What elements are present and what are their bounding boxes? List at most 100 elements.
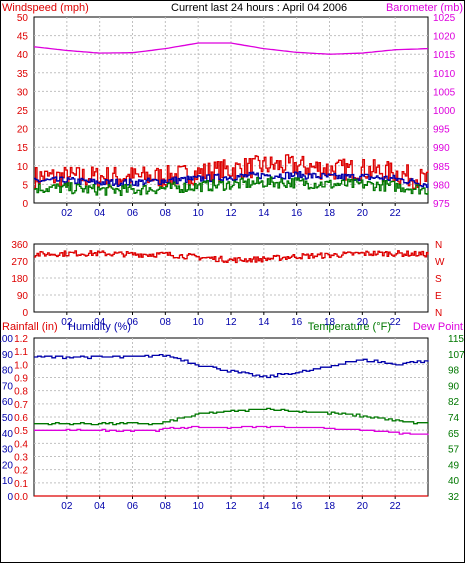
humidity-panel-rainfall-tick-label: 0.9 — [14, 374, 28, 385]
humidity-panel-x-tick-label: 16 — [291, 501, 303, 512]
humidity-panel-x-tick-label: 02 — [61, 501, 73, 512]
humidity-panel-rainfall-tick-label: 0.7 — [14, 400, 28, 411]
wind-panel-windspeed-tick-label: 40 — [17, 50, 29, 61]
humidity-panel-temperature-tick-label: 98 — [448, 366, 460, 377]
humidity-panel-humidity-tick-label: 50 — [2, 413, 14, 424]
humidity-panel-temperature-tick-label: 82 — [448, 397, 460, 408]
humidity-panel-rainfall-tick-label: 0.3 — [14, 453, 28, 464]
direction-panel-direction-compass-tick-label: S — [435, 274, 442, 285]
humidity-panel-humidity-tick-label: 30 — [2, 445, 14, 456]
humidity-panel-rainfall-tick-label: 0.0 — [14, 492, 28, 503]
direction-panel-x-tick-label: 12 — [225, 317, 237, 328]
humidity-panel-temperature-tick-label: 57 — [448, 445, 460, 456]
wind-panel-x-tick-label: 16 — [291, 208, 303, 219]
wind-panel-windspeed-tick-label: 30 — [17, 87, 29, 98]
chart-title: Current last 24 hours : April 04 2006 — [171, 2, 347, 14]
direction-panel-direction-compass-tick-label: N — [435, 308, 442, 319]
wind-panel-windspeed-tick-label: 35 — [17, 69, 29, 80]
humidity-panel-rainfall-tick-label: 0.1 — [14, 479, 28, 490]
humidity-panel-x-tick-label: 22 — [390, 501, 402, 512]
humidity-panel-humidity-tick-label: 40 — [2, 429, 14, 440]
wind-panel-barometer-tick-label: 1020 — [433, 32, 456, 43]
wind-panel-barometer-tick-label: 990 — [433, 143, 450, 154]
direction-panel-x-tick-label: 10 — [193, 317, 205, 328]
dewpoint-axis-title: Dew Point — [413, 321, 463, 333]
humidity-panel-humidity-tick-label: 10 — [2, 476, 14, 487]
humidity-panel-x-tick-label: 12 — [225, 501, 237, 512]
humidity-panel-rainfall-tick-label: 0.5 — [14, 426, 28, 437]
humidity-panel-rainfall-tick-label: 0.8 — [14, 387, 28, 398]
direction-panel-x-tick-label: 16 — [291, 317, 303, 328]
direction-panel-x-tick-label: 04 — [94, 317, 106, 328]
wind-panel-barometer-tick-label: 975 — [433, 199, 450, 210]
humidity-panel-rainfall-tick-label: 1.2 — [14, 334, 28, 345]
humidity-panel-humidity-tick-label: 80 — [2, 366, 14, 377]
humidity-axis-title: Humidity (%) — [68, 321, 131, 333]
direction-panel-direction-deg-tick-label: 0 — [22, 308, 28, 319]
wind-panel-barometer-tick-label: 1010 — [433, 69, 456, 80]
wind-panel-windspeed-tick-label: 0 — [22, 199, 28, 210]
humidity-panel-rainfall-tick-label: 1.1 — [14, 347, 28, 358]
humidity-panel-humidity-tick-label: 0 — [7, 492, 13, 503]
direction-panel-series-0 — [34, 250, 429, 264]
humidity-panel-x-tick-label: 10 — [193, 501, 205, 512]
humidity-panel-temperature-tick-label: 65 — [448, 429, 460, 440]
windspeed-axis-title: Windspeed (mph) — [2, 2, 89, 14]
direction-panel-x-tick-label: 08 — [160, 317, 172, 328]
humidity-panel-rainfall-tick-label: 0.6 — [14, 413, 28, 424]
humidity-panel-x-tick-label: 14 — [258, 501, 270, 512]
direction-panel-x-tick-label: 18 — [324, 317, 336, 328]
direction-panel-direction-compass-tick-label: W — [435, 257, 445, 268]
humidity-panel-x-tick-label: 20 — [357, 501, 369, 512]
direction-panel-direction-deg-tick-label: 270 — [11, 257, 28, 268]
humidity-panel-temperature-tick-label: 107 — [448, 350, 465, 361]
barometer-axis-title: Barometer (mb) — [386, 2, 463, 14]
humidity-panel-humidity-tick-label: 20 — [2, 460, 14, 471]
wind-panel-x-tick-label: 18 — [324, 208, 336, 219]
wind-panel-x-tick-label: 10 — [193, 208, 205, 219]
wind-panel-windspeed-tick-label: 50 — [17, 13, 29, 24]
wind-panel-windspeed-tick-label: 20 — [17, 125, 29, 136]
wind-panel-x-tick-label: 02 — [61, 208, 73, 219]
humidity-panel-series-1 — [34, 407, 429, 426]
humidity-panel-temperature-tick-label: 40 — [448, 476, 460, 487]
humidity-panel-series-2 — [34, 425, 429, 436]
humidity-panel-x-tick-label: 08 — [160, 501, 172, 512]
humidity-panel-rainfall-tick-label: 0.2 — [14, 466, 28, 477]
humidity-panel-x-tick-label: 18 — [324, 501, 336, 512]
wind-panel-windspeed-tick-label: 25 — [17, 106, 29, 117]
humidity-panel-series-0 — [34, 353, 429, 379]
wind-panel-series-2 — [34, 176, 429, 196]
direction-panel-x-tick-label: 20 — [357, 317, 369, 328]
humidity-panel-temperature-tick-label: 115 — [448, 334, 464, 345]
wind-panel-series-0 — [34, 154, 429, 190]
wind-panel-windspeed-tick-label: 15 — [17, 143, 29, 154]
wind-panel-x-tick-label: 12 — [225, 208, 237, 219]
wind-panel-x-tick-label: 20 — [357, 208, 369, 219]
direction-panel-direction-deg-tick-label: 180 — [11, 274, 28, 285]
wind-panel-barometer-tick-label: 995 — [433, 125, 450, 136]
direction-panel-direction-deg-tick-label: 90 — [17, 291, 29, 302]
direction-panel-direction-compass-tick-label: N — [435, 240, 442, 251]
wind-panel-x-tick-label: 04 — [94, 208, 106, 219]
wind-panel-barometer-tick-label: 1025 — [433, 13, 456, 24]
direction-panel-x-tick-label: 02 — [61, 317, 73, 328]
humidity-panel-temperature-tick-label: 49 — [448, 460, 460, 471]
wind-panel-x-tick-label: 06 — [127, 208, 139, 219]
direction-panel-x-tick-label: 06 — [127, 317, 139, 328]
wind-panel-barometer-tick-label: 980 — [433, 180, 450, 191]
humidity-panel-x-tick-label: 06 — [127, 501, 139, 512]
direction-panel-x-tick-label: 22 — [390, 317, 402, 328]
direction-panel-direction-deg-tick-label: 360 — [11, 240, 28, 251]
humidity-panel-humidity-tick-label: 60 — [2, 397, 14, 408]
humidity-panel-temperature-tick-label: 90 — [448, 381, 460, 392]
direction-panel-x-tick-label: 14 — [258, 317, 270, 328]
humidity-panel-x-tick-label: 04 — [94, 501, 106, 512]
humidity-panel-rainfall-tick-label: 1.0 — [14, 360, 28, 371]
humidity-panel-temperature-tick-label: 74 — [448, 413, 460, 424]
wind-panel-windspeed-tick-label: 5 — [22, 180, 28, 191]
wind-panel-x-tick-label: 14 — [258, 208, 270, 219]
humidity-panel-humidity-tick-label: 90 — [2, 350, 14, 361]
wind-panel-barometer-tick-label: 1015 — [433, 50, 456, 61]
